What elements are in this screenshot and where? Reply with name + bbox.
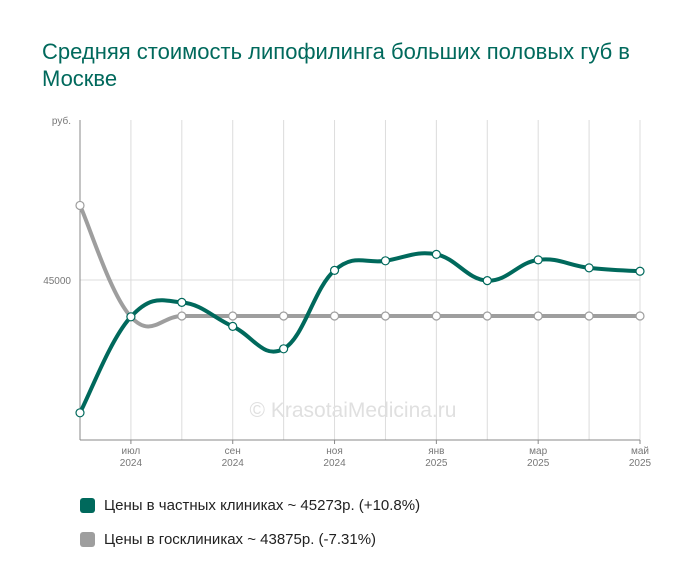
- data-point-private: [329, 265, 340, 275]
- watermark: © KrasotaiMedicina.ru: [250, 399, 457, 422]
- data-point-public: [380, 311, 391, 321]
- data-point-private: [584, 263, 594, 273]
- data-point-public: [482, 311, 492, 321]
- x-tick-label: июл: [122, 446, 141, 457]
- x-tick-year: 2024: [120, 458, 143, 469]
- series-line-private: [78, 251, 642, 415]
- x-tick-label: мар: [529, 446, 547, 457]
- legend-swatch-public: [80, 531, 95, 547]
- data-point-private: [126, 312, 136, 322]
- x-tick-year: 2025: [425, 458, 448, 469]
- data-point-private: [533, 255, 543, 265]
- y-tick-label: 45000: [43, 276, 71, 287]
- legend-item-private[interactable]: Цены в частных клиниках ~ 45273р. (+10.8…: [80, 488, 420, 522]
- legend-item-public[interactable]: Цены в госклиниках ~ 43875р. (-7.31%): [80, 522, 420, 556]
- data-point-public: [228, 311, 238, 321]
- legend-label-public: Цены в госклиниках ~ 43875р. (-7.31%): [104, 530, 377, 548]
- data-point-private: [380, 256, 391, 266]
- x-tick-label: ноя: [326, 446, 343, 457]
- legend-swatch-private: [80, 497, 95, 513]
- legend: Цены в частных клиниках ~ 45273р. (+10.8…: [80, 488, 420, 556]
- data-point-public: [177, 311, 187, 321]
- data-point-public: [635, 311, 645, 321]
- grid: [80, 120, 641, 440]
- x-tick-year: 2024: [222, 458, 245, 469]
- data-point-private: [177, 297, 187, 307]
- data-point-private: [635, 266, 645, 276]
- data-point-private: [431, 249, 441, 259]
- data-point-public: [431, 311, 441, 321]
- axes: 45000руб.июл2024сен2024ноя2024янв2025мар…: [43, 115, 651, 469]
- data-point-private: [279, 344, 289, 354]
- data-point-public: [533, 311, 543, 321]
- x-tick-label: май: [631, 446, 649, 457]
- series-lines: [78, 203, 642, 415]
- series-line-public: [78, 203, 642, 329]
- x-tick-year: 2025: [629, 458, 652, 469]
- data-point-private: [482, 276, 492, 286]
- x-tick-year: 2024: [323, 458, 346, 469]
- data-point-public: [329, 311, 340, 321]
- data-point-public: [75, 200, 85, 211]
- chart-title: Средняя стоимость липофилинга больших по…: [42, 39, 630, 91]
- series-points: [75, 200, 645, 418]
- x-tick-label: янв: [428, 446, 444, 457]
- data-point-public: [584, 311, 594, 321]
- x-tick-label: сен: [225, 446, 241, 457]
- x-tick-year: 2025: [527, 458, 550, 469]
- data-point-private: [75, 408, 85, 418]
- legend-label-private: Цены в частных клиниках ~ 45273р. (+10.8…: [104, 496, 421, 514]
- y-axis-unit: руб.: [52, 115, 71, 127]
- data-point-private: [228, 321, 238, 331]
- data-point-public: [279, 311, 289, 321]
